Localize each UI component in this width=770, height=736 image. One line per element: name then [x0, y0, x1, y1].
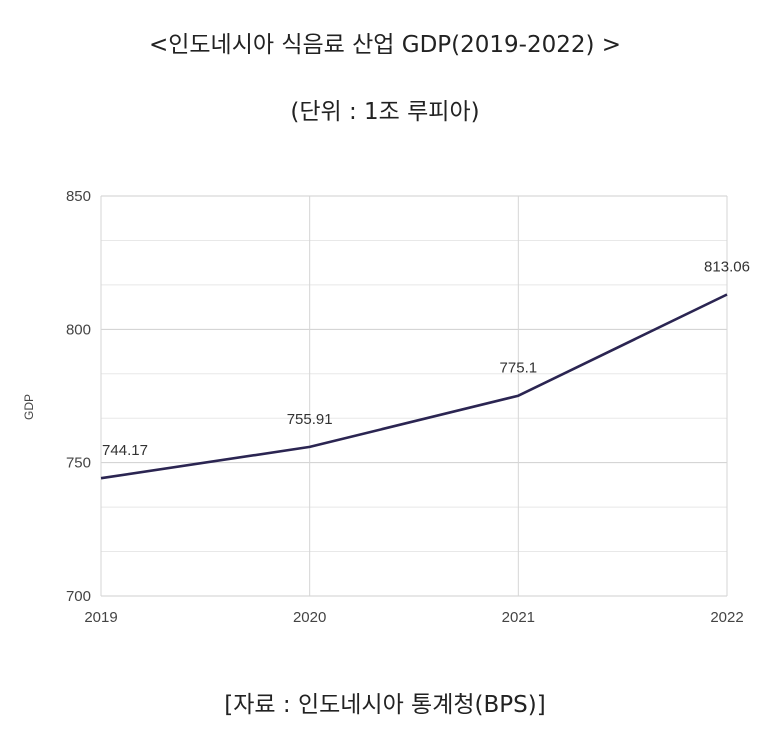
data-labels: 744.17 755.91 775.1 813.06	[102, 259, 750, 460]
data-label: 755.91	[287, 411, 333, 428]
y-tick-label: 700	[66, 588, 91, 605]
chart-subtitle: (단위 : 1조 루피아)	[290, 99, 480, 125]
y-axis-ticks: 700 750 800 850	[66, 188, 91, 605]
y-tick-label: 750	[66, 455, 91, 472]
y-tick-label: 800	[66, 321, 91, 338]
x-tick-label: 2021	[502, 609, 535, 626]
y-axis-label: GDP	[22, 394, 36, 420]
x-axis-ticks: 2019 2020 2021 2022	[84, 609, 743, 626]
chart-title: <인도네시아 식음료 산업 GDP(2019-2022) >	[148, 32, 622, 58]
data-label: 744.17	[102, 442, 148, 459]
source-note: [자료 : 인도네시아 통계청(BPS)]	[224, 692, 546, 718]
x-tick-label: 2020	[293, 609, 326, 626]
data-label: 775.1	[500, 360, 538, 377]
x-tick-label: 2022	[710, 609, 743, 626]
data-label: 813.06	[704, 259, 750, 276]
series	[100, 293, 728, 480]
series-line	[100, 293, 728, 480]
grid	[100, 195, 728, 597]
x-tick-label: 2019	[84, 609, 117, 626]
y-tick-label: 850	[66, 188, 91, 205]
